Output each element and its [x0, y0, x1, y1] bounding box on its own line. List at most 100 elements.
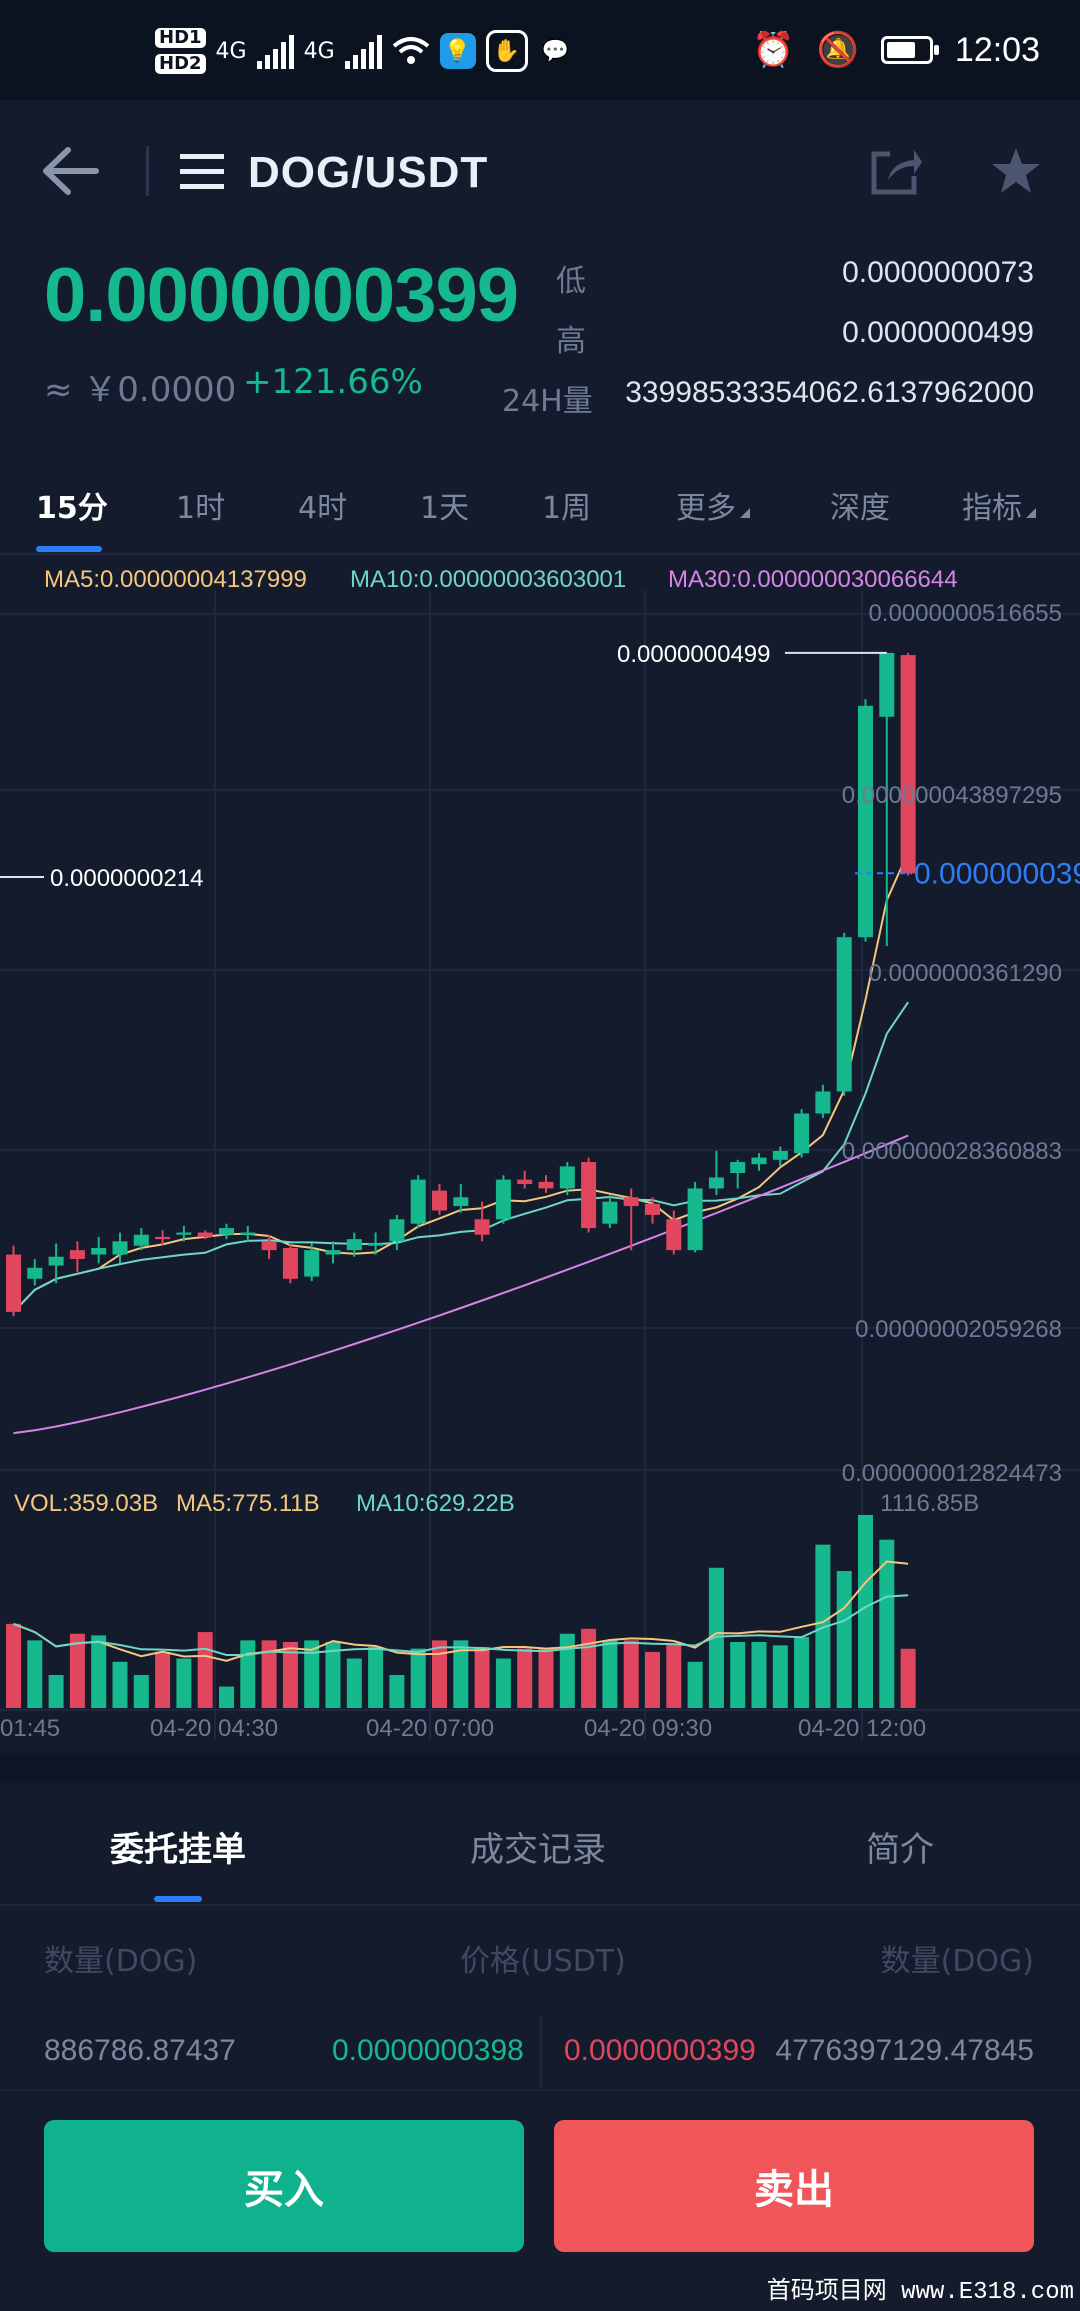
high-label: 高: [556, 324, 586, 359]
candle: [176, 1232, 192, 1235]
candle: [219, 1228, 234, 1235]
tab-1day[interactable]: 1天: [420, 491, 470, 526]
candle: [772, 1150, 788, 1160]
tab-more[interactable]: 更多: [676, 483, 750, 527]
star-icon[interactable]: [990, 146, 1042, 196]
price-axis-label: 0.000000043897295: [841, 782, 1062, 809]
tab-1week[interactable]: 1周: [542, 491, 592, 526]
volume-bar: [432, 1640, 447, 1708]
time-axis-label: 04-20 12:00: [798, 1715, 926, 1742]
volume-ma5-legend: MA5:775.11B: [176, 1490, 320, 1517]
dropdown-triangle-icon: [740, 508, 750, 518]
candle: [708, 1177, 724, 1189]
volume-bar: [304, 1640, 320, 1708]
candle: [346, 1239, 362, 1251]
time-axis-label: 04-20 04:30: [150, 1715, 278, 1742]
volume-bar: [176, 1658, 192, 1708]
back-arrow-icon[interactable]: [40, 146, 100, 196]
tab-indicator[interactable]: 指标: [962, 483, 1036, 527]
candle: [432, 1190, 447, 1211]
cny-price: ≈ ￥0.0000: [44, 370, 237, 410]
signal-icon-2: [344, 33, 382, 69]
hd-indicator: HD1 HD2: [155, 28, 206, 74]
volume-legend: VOL:359.03B: [14, 1490, 159, 1517]
high-value: 0.0000000499: [842, 316, 1034, 349]
volume-bar: [495, 1658, 511, 1708]
volume-bar: [240, 1640, 256, 1708]
ask-quantity: 4776397129.47845: [775, 2034, 1034, 2067]
candles: [6, 652, 916, 1317]
price-axis-label: 0.0000000516655: [868, 600, 1062, 627]
candle: [858, 705, 873, 938]
volume-bar: [474, 1646, 490, 1708]
bid-quantity: 886786.87437: [44, 2034, 236, 2067]
tab-4hour[interactable]: 4时: [298, 491, 348, 526]
volume-ma-lines: [13, 1560, 909, 1662]
tab-depth[interactable]: 深度: [830, 491, 890, 526]
volume-bar: [389, 1675, 405, 1708]
sell-button[interactable]: 卖出: [554, 2120, 1034, 2252]
candle: [879, 652, 895, 717]
candle: [240, 1232, 256, 1235]
candle: [325, 1250, 341, 1255]
volume-bar: [858, 1514, 873, 1708]
battery-icon: [880, 36, 939, 64]
tab-1hour[interactable]: 1时: [176, 491, 226, 526]
book-center-divider: [540, 2016, 542, 2090]
price-axis-label: 0.000000012824473: [841, 1460, 1062, 1487]
candle: [559, 1166, 575, 1189]
menu-icon[interactable]: [180, 154, 224, 190]
tab-more-label: 更多: [676, 491, 736, 526]
last-price: 0.0000000399: [44, 253, 519, 338]
volume-bar: [410, 1648, 426, 1708]
tab-order-book[interactable]: 委托挂单: [110, 1830, 246, 1870]
ma10-legend: MA10:0.00000003603001: [350, 566, 627, 593]
buy-button[interactable]: 买入: [44, 2120, 524, 2252]
candle: [389, 1219, 405, 1242]
candle: [538, 1181, 554, 1189]
candle: [112, 1241, 128, 1255]
volume-bar: [133, 1675, 149, 1708]
time-axis-label: 04-20 09:30: [584, 1715, 712, 1742]
candle: [687, 1188, 703, 1251]
bid-price: 0.0000000398: [332, 2034, 524, 2067]
active-tab-underline: [36, 546, 102, 552]
candle: [581, 1161, 597, 1229]
candle: [133, 1234, 149, 1246]
volume-bar: [219, 1686, 234, 1708]
volume-bar: [69, 1633, 85, 1708]
volume-bar: [261, 1640, 277, 1708]
volume-bar: [687, 1661, 703, 1708]
candle: [410, 1179, 426, 1224]
ask-price: 0.0000000399: [564, 2034, 756, 2067]
tab-intro[interactable]: 简介: [866, 1830, 934, 1870]
volume-24h-label: 24H量: [502, 384, 593, 419]
kline-chart[interactable]: 0.0000000499 0.0000000214 0.000000039 01:45…: [0, 590, 1080, 1750]
candle: [794, 1113, 810, 1154]
candle: [495, 1179, 511, 1220]
ma-lines: [12, 851, 910, 1435]
price-axis-label: 0.0000000361290: [868, 960, 1062, 987]
tab-15min[interactable]: 15分: [36, 491, 108, 526]
candle: [666, 1219, 682, 1251]
wifi-icon: [392, 37, 429, 64]
share-icon[interactable]: [870, 146, 924, 196]
low-value: 0.0000000073: [842, 256, 1034, 289]
bid-quantity-header: 数量(DOG): [44, 1944, 198, 1979]
volume-bar: [155, 1651, 171, 1708]
volume-bar: [6, 1623, 21, 1708]
section-separator: [0, 1753, 1080, 1783]
pair-title[interactable]: DOG/USDT: [248, 148, 489, 197]
mute-icon: 🔕: [816, 30, 859, 70]
price-change-percent: +121.66%: [243, 362, 423, 402]
volume-bar: [815, 1544, 831, 1708]
time-axis-label: 01:45: [0, 1715, 60, 1742]
volume-bar: [453, 1640, 469, 1708]
volume-bar: [346, 1658, 362, 1708]
volume-max-label: 1116.85B: [880, 1490, 980, 1517]
hand-app-icon: ✋: [485, 30, 528, 72]
volume-ma10-line: [13, 1594, 909, 1656]
time-axis-label: 04-20 07:00: [366, 1715, 494, 1742]
tab-trade-history[interactable]: 成交记录: [470, 1830, 606, 1870]
volume-bar: [623, 1640, 639, 1708]
